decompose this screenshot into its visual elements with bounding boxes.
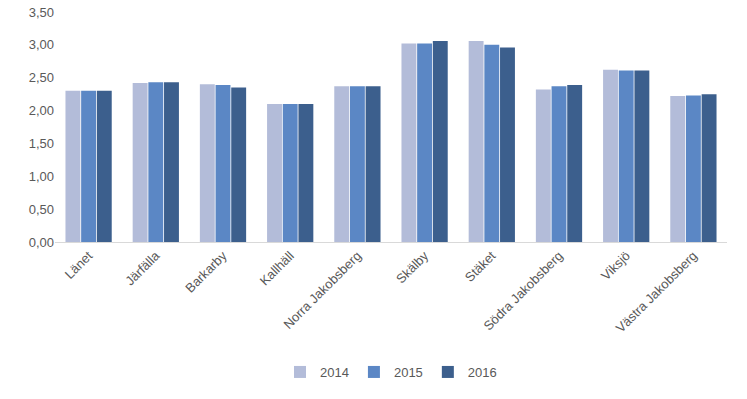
svg-text:3,00: 3,00 — [29, 37, 54, 52]
svg-text:Barkarby: Barkarby — [182, 248, 230, 296]
svg-text:Järfälla: Järfälla — [122, 248, 163, 289]
svg-text:2014: 2014 — [320, 365, 349, 380]
svg-text:Västra Jakobsberg: Västra Jakobsberg — [613, 248, 700, 335]
svg-text:Södra Jakobsberg: Södra Jakobsberg — [481, 248, 566, 333]
svg-text:1,00: 1,00 — [29, 169, 54, 184]
svg-text:2015: 2015 — [394, 365, 423, 380]
svg-text:Viksjö: Viksjö — [598, 248, 633, 283]
svg-text:Stäket: Stäket — [462, 248, 499, 285]
svg-text:Skälby: Skälby — [393, 248, 432, 287]
svg-text:Kallhäll: Kallhäll — [257, 248, 297, 288]
svg-text:3,50: 3,50 — [29, 5, 54, 20]
svg-text:Länet: Länet — [62, 248, 96, 282]
svg-text:2,50: 2,50 — [29, 70, 54, 85]
svg-text:0,00: 0,00 — [29, 235, 54, 250]
svg-text:Norra Jakobsberg: Norra Jakobsberg — [280, 248, 364, 332]
svg-text:2016: 2016 — [468, 365, 497, 380]
svg-text:1,50: 1,50 — [29, 136, 54, 151]
svg-text:0,50: 0,50 — [29, 202, 54, 217]
svg-text:2,00: 2,00 — [29, 103, 54, 118]
